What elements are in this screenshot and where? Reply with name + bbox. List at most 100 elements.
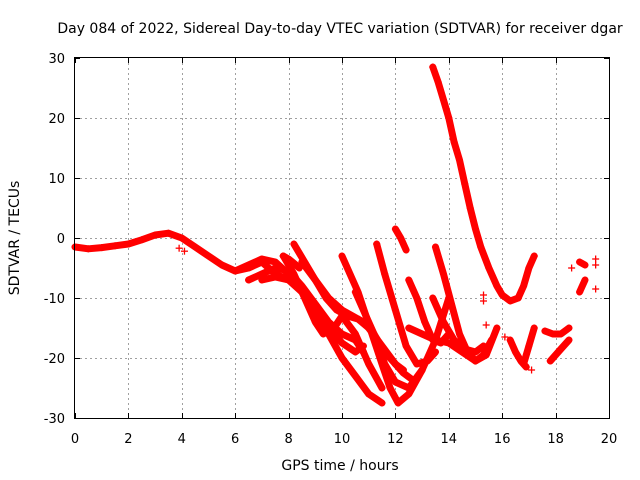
data-point (455, 330, 463, 338)
data-point (338, 252, 346, 260)
data-point (557, 345, 565, 353)
data-point (84, 245, 92, 253)
data-point (245, 276, 253, 284)
data-point (138, 236, 146, 244)
data-point (373, 240, 381, 248)
data-point (338, 330, 346, 338)
data-point (450, 336, 458, 344)
data-point (493, 282, 501, 290)
data-point (530, 324, 538, 332)
y-tick-label: -30 (44, 412, 65, 427)
data-point (429, 294, 437, 302)
series-sat-v (546, 336, 573, 365)
data-point (549, 330, 557, 338)
data-point (180, 247, 188, 255)
data-point (592, 261, 600, 269)
data-point (351, 348, 359, 356)
x-tick-label: 14 (441, 432, 458, 447)
data-point (378, 399, 386, 407)
data-point (581, 276, 589, 284)
ticks: 0 2 4 6 8 10 12 14 16 18 20 -30 -20 -10 0 10 20 30 (44, 52, 618, 447)
series-sat-m (429, 63, 522, 305)
y-axis-label: SDTVAR / TECUs (7, 181, 23, 296)
data-point (445, 330, 453, 338)
data-point (466, 204, 474, 212)
data-point (472, 225, 479, 233)
data-point (362, 312, 370, 320)
data-point (373, 336, 381, 344)
data-point (447, 300, 455, 308)
data-point (592, 285, 600, 293)
y-tick-label: 20 (48, 112, 65, 127)
data-point (568, 264, 576, 272)
data-point (477, 243, 485, 251)
data-point (455, 156, 463, 164)
data-point (431, 348, 439, 356)
data-point (365, 390, 373, 398)
data-point (349, 312, 357, 320)
data-point (271, 264, 279, 272)
data-point (325, 294, 333, 302)
data-point (480, 297, 488, 305)
series-sat-x (576, 276, 589, 296)
x-tick-label: 0 (71, 432, 79, 447)
data-point (576, 288, 584, 296)
y-tick-label: 30 (48, 52, 65, 67)
data-point (330, 324, 338, 332)
data-point (405, 324, 413, 332)
x-tick-label: 12 (387, 432, 404, 447)
data-point (421, 318, 429, 326)
data-point (394, 399, 402, 407)
data-point (472, 357, 479, 365)
y-tick-label: -20 (44, 352, 65, 367)
data-point (301, 294, 309, 302)
data-point (205, 252, 212, 260)
data-point (381, 270, 389, 278)
x-tick-label: 10 (334, 432, 351, 447)
data-point (378, 384, 386, 392)
data-point (541, 327, 549, 335)
data-point (231, 267, 239, 275)
data-point (506, 297, 514, 305)
y-tick-label: 0 (57, 232, 65, 247)
data-point (351, 288, 359, 296)
data-point (557, 330, 565, 338)
data-point (245, 261, 253, 269)
data-point (429, 336, 437, 344)
data-point (178, 234, 186, 242)
data-point (485, 264, 493, 272)
data-point (525, 342, 533, 350)
data-point (271, 273, 279, 281)
data-point (151, 231, 159, 239)
data-point (546, 357, 554, 365)
series-sat-e (279, 252, 386, 392)
data-point (530, 252, 538, 260)
plot-frame (74, 57, 610, 419)
data-point (391, 306, 399, 314)
data-point (311, 276, 319, 284)
series-sat-p (432, 243, 501, 365)
data-point (391, 378, 399, 386)
data-point (565, 324, 573, 332)
data-point (498, 291, 506, 299)
data-point (482, 321, 490, 329)
data-point (191, 243, 199, 251)
data-point (405, 390, 413, 398)
data-point (413, 360, 421, 368)
series-sat-n (514, 252, 538, 302)
data-point (472, 348, 479, 356)
data-point (351, 372, 359, 380)
data-point (405, 276, 413, 284)
data-point (325, 318, 333, 326)
data-point (258, 255, 266, 263)
data-point (338, 306, 346, 314)
data-point (445, 339, 453, 347)
y-tick-label: 10 (48, 172, 65, 187)
data-point (391, 225, 399, 233)
x-tick-label: 8 (284, 432, 292, 447)
data-point (298, 258, 306, 266)
series-sat-r (405, 276, 453, 347)
chart-title: Day 084 of 2022, Sidereal Day-to-day VTE… (57, 21, 623, 37)
data-point (290, 240, 298, 248)
